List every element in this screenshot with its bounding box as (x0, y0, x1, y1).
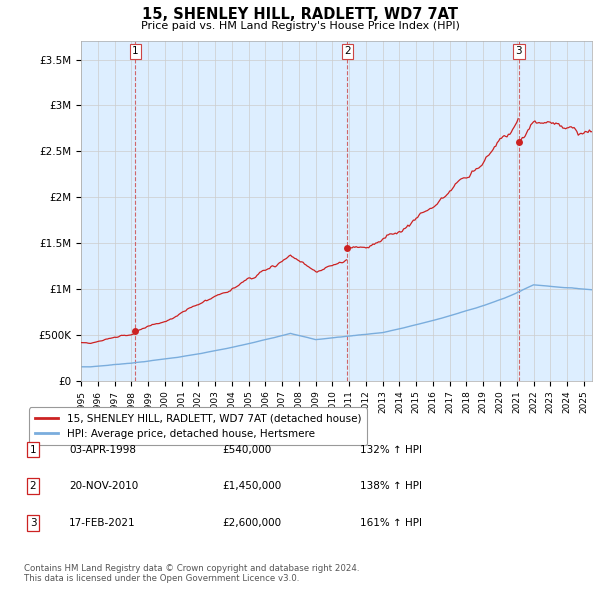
Text: 3: 3 (29, 518, 37, 527)
Text: £540,000: £540,000 (222, 445, 271, 454)
Text: 2: 2 (29, 481, 37, 491)
Text: 3: 3 (515, 47, 522, 57)
Legend: 15, SHENLEY HILL, RADLETT, WD7 7AT (detached house), HPI: Average price, detache: 15, SHENLEY HILL, RADLETT, WD7 7AT (deta… (29, 408, 367, 445)
Text: 15, SHENLEY HILL, RADLETT, WD7 7AT: 15, SHENLEY HILL, RADLETT, WD7 7AT (142, 7, 458, 22)
Text: £1,450,000: £1,450,000 (222, 481, 281, 491)
Text: 2: 2 (344, 47, 351, 57)
Text: 132% ↑ HPI: 132% ↑ HPI (360, 445, 422, 454)
Text: £2,600,000: £2,600,000 (222, 518, 281, 527)
Text: Price paid vs. HM Land Registry's House Price Index (HPI): Price paid vs. HM Land Registry's House … (140, 21, 460, 31)
Text: 161% ↑ HPI: 161% ↑ HPI (360, 518, 422, 527)
Text: Contains HM Land Registry data © Crown copyright and database right 2024.
This d: Contains HM Land Registry data © Crown c… (24, 563, 359, 583)
Text: 138% ↑ HPI: 138% ↑ HPI (360, 481, 422, 491)
Text: 03-APR-1998: 03-APR-1998 (69, 445, 136, 454)
Text: 1: 1 (132, 47, 139, 57)
Text: 17-FEB-2021: 17-FEB-2021 (69, 518, 136, 527)
Text: 1: 1 (29, 445, 37, 454)
Text: 20-NOV-2010: 20-NOV-2010 (69, 481, 138, 491)
